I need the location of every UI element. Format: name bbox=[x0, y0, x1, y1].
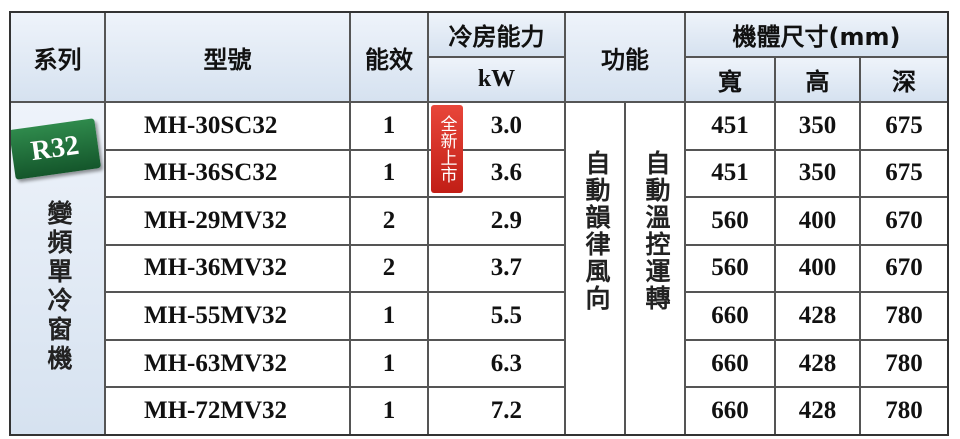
cell-width: 660 bbox=[685, 339, 775, 388]
cell-efficiency: 2 bbox=[350, 244, 428, 293]
header-efficiency: 能效 bbox=[350, 12, 428, 102]
cell-height: 428 bbox=[775, 387, 860, 435]
cell-width: 451 bbox=[685, 102, 775, 150]
cell-model: MH-36SC32 bbox=[105, 149, 350, 198]
header-size: 機體尺寸(mm) bbox=[685, 12, 948, 57]
function-text: 自動溫控運轉 bbox=[642, 150, 671, 312]
cell-cooling-kw: 2.9 bbox=[428, 197, 565, 245]
function-cell bbox=[625, 102, 685, 435]
cell-height: 428 bbox=[775, 292, 860, 340]
cell-width: 660 bbox=[685, 292, 775, 340]
cell-depth: 780 bbox=[860, 387, 948, 435]
cell-height: 400 bbox=[775, 197, 860, 245]
function-text: 自動韻律風向 bbox=[582, 150, 611, 312]
cell-depth: 670 bbox=[860, 197, 948, 245]
cell-model: MH-63MV32 bbox=[105, 339, 350, 388]
cell-depth: 675 bbox=[860, 149, 948, 198]
cell-height: 428 bbox=[775, 339, 860, 388]
cell-width: 560 bbox=[685, 244, 775, 293]
series-name: 變頻單冷窗機 bbox=[44, 200, 73, 374]
cell-efficiency: 1 bbox=[350, 339, 428, 388]
cell-width: 660 bbox=[685, 387, 775, 435]
cell-model: MH-30SC32 bbox=[105, 102, 350, 150]
cell-width: 560 bbox=[685, 197, 775, 245]
header-width: 寬 bbox=[685, 57, 775, 102]
header-cooling: 冷房能力 bbox=[428, 12, 565, 57]
cell-depth: 780 bbox=[860, 292, 948, 340]
cell-efficiency: 1 bbox=[350, 292, 428, 340]
cell-efficiency: 2 bbox=[350, 197, 428, 245]
cell-height: 350 bbox=[775, 149, 860, 198]
cell-efficiency: 1 bbox=[350, 387, 428, 435]
cell-cooling-kw: 3.7 bbox=[428, 244, 565, 293]
cell-model: MH-29MV32 bbox=[105, 197, 350, 245]
cell-cooling-kw: 5.5 bbox=[428, 292, 565, 340]
cell-model: MH-72MV32 bbox=[105, 387, 350, 435]
header-series: 系列 bbox=[10, 12, 105, 102]
cell-height: 350 bbox=[775, 102, 860, 150]
cell-cooling-kw: 7.2 bbox=[428, 387, 565, 435]
cell-width: 451 bbox=[685, 149, 775, 198]
header-model: 型號 bbox=[105, 12, 350, 102]
cell-depth: 675 bbox=[860, 102, 948, 150]
cell-depth: 780 bbox=[860, 339, 948, 388]
new-badge: 全新上市 bbox=[431, 105, 463, 193]
cell-model: MH-55MV32 bbox=[105, 292, 350, 340]
header-function: 功能 bbox=[565, 12, 685, 102]
header-depth: 深 bbox=[860, 57, 948, 102]
header-height: 高 bbox=[775, 57, 860, 102]
cell-cooling-kw: 6.3 bbox=[428, 339, 565, 388]
cell-efficiency: 1 bbox=[350, 149, 428, 198]
header-unit: kW bbox=[428, 57, 565, 102]
cell-efficiency: 1 bbox=[350, 102, 428, 150]
cell-model: MH-36MV32 bbox=[105, 244, 350, 293]
cell-depth: 670 bbox=[860, 244, 948, 293]
cell-height: 400 bbox=[775, 244, 860, 293]
